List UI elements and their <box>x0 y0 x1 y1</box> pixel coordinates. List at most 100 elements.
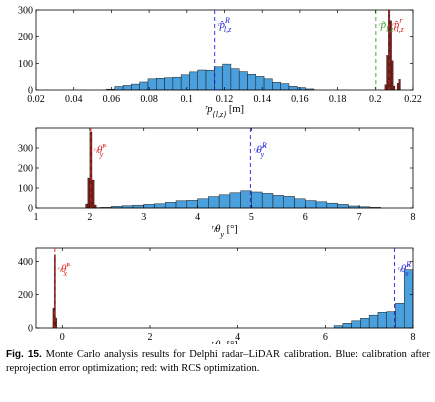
histogram-bar <box>272 195 284 209</box>
x-tick-label: 7 <box>357 212 362 223</box>
histogram-bar <box>396 83 399 91</box>
histogram-bar <box>393 85 396 91</box>
histogram-bar <box>263 78 273 91</box>
histogram-bar <box>384 84 387 91</box>
x-tick-label: 4 <box>235 332 240 343</box>
caption-text: Monte Carlo analysis results for Delphi … <box>6 349 431 374</box>
histogram-bar <box>175 200 188 209</box>
annotation-label: ʳₗθ̂R x <box>398 260 412 278</box>
annotation-label: ʳp̂R l,z <box>218 16 232 34</box>
y-tick-label: 400 <box>18 257 33 268</box>
x-tick-label: 0.2 <box>369 94 382 105</box>
x-tick-label: 0.04 <box>65 94 83 105</box>
y-tick-label: 300 <box>18 144 33 155</box>
histogram-bar <box>315 201 328 209</box>
histogram-bar <box>251 191 263 209</box>
histogram-bar <box>197 69 207 91</box>
annotation-label: ʳₗθ̂r x <box>58 260 72 278</box>
y-tick-label: 200 <box>18 164 33 175</box>
histogram-bar <box>156 78 165 91</box>
histogram-bar <box>218 194 231 209</box>
histogram-bar <box>283 196 295 209</box>
x-tick-label: 6 <box>323 332 328 343</box>
histogram-bar <box>180 74 190 91</box>
histogram-bar <box>261 193 274 209</box>
histogram-bar <box>342 323 352 329</box>
histogram-bar <box>337 204 349 209</box>
histogram-bar <box>85 203 88 209</box>
x-tick-label: 0 <box>60 332 65 343</box>
y-tick-label: 200 <box>18 290 33 301</box>
x-tick-label: 8 <box>411 332 416 343</box>
histogram-bar <box>94 204 97 209</box>
y-tick-label: 0 <box>28 86 33 97</box>
histogram-panel-theta-y: 1 2 3 4 5 6 7 8 0 100 200 300 ʳₗθy [°] ʳₗθ̂r y ʳₗθ̂R y <box>18 127 416 239</box>
annotation-label: ʳₗθ̂r y <box>94 141 108 159</box>
histogram-bar <box>391 60 394 91</box>
figure-area: 0.02 0.04 0.06 0.08 0.1 0.12 0.14 0.16 0.18 0.2 0.… <box>18 6 422 345</box>
histogram-bar <box>398 79 401 91</box>
histogram-bar <box>255 76 265 91</box>
histogram-bar <box>222 63 232 91</box>
x-tick-label: 0.14 <box>253 94 271 105</box>
histogram-bar <box>186 200 198 209</box>
histogram-bar <box>143 204 155 209</box>
histogram-bar <box>208 196 220 209</box>
histogram-bar <box>205 70 215 91</box>
y-tick-label: 100 <box>18 59 33 70</box>
plot-frame <box>35 247 414 329</box>
x-tick-label: 0.16 <box>291 94 309 105</box>
histogram-bar <box>132 204 144 209</box>
y-tick-label: 0 <box>28 324 33 335</box>
y-tick-label: 200 <box>18 32 33 43</box>
x-tick-label: 6 <box>303 212 308 223</box>
histogram-bar <box>240 190 252 209</box>
histogram-bar <box>131 83 140 91</box>
x-axis-label: ʳₗθx [°] <box>211 340 238 344</box>
histogram-bar <box>238 71 248 91</box>
histogram-bar <box>351 320 361 329</box>
histogram-bar <box>52 307 55 329</box>
x-tick-label: 0.06 <box>103 94 121 105</box>
histogram-bar <box>395 303 405 329</box>
x-tick-label: 0.12 <box>216 94 234 105</box>
histogram-bar <box>164 77 174 91</box>
x-tick-label: 5 <box>249 212 254 223</box>
y-tick-label: 0 <box>28 204 33 215</box>
histogram-bar <box>139 81 149 91</box>
histogram-bar <box>91 179 95 209</box>
x-tick-label: 3 <box>141 212 146 223</box>
annotation-label: ʳp̂r l,z <box>392 16 405 34</box>
histogram-bar <box>288 86 298 91</box>
x-axis-label: ʳₗθy [°] <box>211 224 238 239</box>
histogram-panel-theta-x: 0 2 4 6 8 0 200 400 ʳₗθx [°] ʳₗθ̂rx ʳₗθ̂Rx <box>18 247 416 344</box>
y-tick-label: 300 <box>18 6 33 17</box>
histogram-bar <box>272 82 281 91</box>
histogram-bar <box>172 76 182 91</box>
figure-caption: Fig. 15. Monte Carlo analysis results fo… <box>6 348 430 376</box>
histogram-bar <box>229 192 241 209</box>
histogram-bar <box>294 198 306 209</box>
x-tick-label: 0.08 <box>140 94 158 105</box>
x-tick-label: 0.1 <box>181 94 194 105</box>
x-tick-label: 8 <box>411 212 416 223</box>
histogram-bar <box>326 202 338 209</box>
histogram-bar <box>403 269 414 329</box>
histogram-bar <box>388 9 391 91</box>
x-tick-label: 1 <box>34 212 39 223</box>
caption-label: Fig. 15. <box>6 349 42 360</box>
histogram-panel-pz: 0.02 0.04 0.06 0.08 0.1 0.12 0.14 0.16 0.18 0.2 0.… <box>18 6 422 119</box>
histogram-bar <box>305 200 317 209</box>
x-axis-label: ʳp{l,z} [m] <box>205 104 244 119</box>
histogram-bar <box>368 314 379 329</box>
x-tick-label: 0.18 <box>329 94 347 105</box>
x-tick-label: 2 <box>147 332 152 343</box>
x-tick-label: 0.22 <box>404 94 422 105</box>
histogram-bar <box>55 317 57 329</box>
histogram-bar <box>247 74 257 91</box>
histogram-bar <box>189 71 198 91</box>
histogram-bar <box>280 83 290 91</box>
histogram-bar <box>197 198 209 209</box>
x-tick-label: 4 <box>195 212 200 223</box>
annotation-label: ʳₗθ̂R y <box>253 141 267 159</box>
